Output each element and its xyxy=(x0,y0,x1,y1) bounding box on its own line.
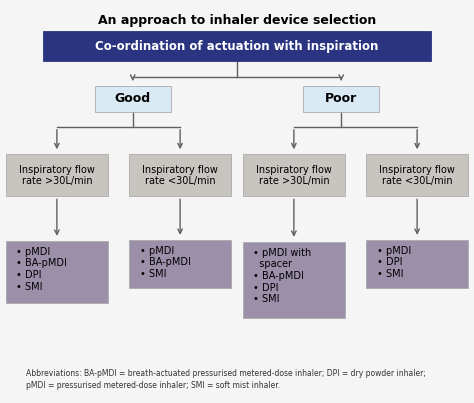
FancyBboxPatch shape xyxy=(6,154,108,197)
Text: Good: Good xyxy=(115,92,151,105)
FancyBboxPatch shape xyxy=(303,86,379,112)
Text: Abbreviations: BA-pMDI = breath-actuated pressurised metered-dose inhaler; DPI =: Abbreviations: BA-pMDI = breath-actuated… xyxy=(26,369,426,390)
Text: Inspiratory flow
rate >30L/min: Inspiratory flow rate >30L/min xyxy=(19,164,95,186)
FancyBboxPatch shape xyxy=(243,242,345,318)
Text: Co-ordination of actuation with inspiration: Co-ordination of actuation with inspirat… xyxy=(95,40,379,53)
FancyBboxPatch shape xyxy=(366,240,468,288)
Text: Poor: Poor xyxy=(325,92,357,105)
Text: • pMDI with
  spacer
• BA-pMDI
• DPI
• SMI: • pMDI with spacer • BA-pMDI • DPI • SMI xyxy=(253,248,311,304)
FancyBboxPatch shape xyxy=(95,86,171,112)
FancyBboxPatch shape xyxy=(43,31,431,61)
Text: Inspiratory flow
rate <30L/min: Inspiratory flow rate <30L/min xyxy=(142,164,218,186)
Text: An approach to inhaler device selection: An approach to inhaler device selection xyxy=(98,14,376,27)
FancyBboxPatch shape xyxy=(366,154,468,197)
FancyBboxPatch shape xyxy=(129,240,231,288)
Text: • pMDI
• BA-pMDI
• DPI
• SMI: • pMDI • BA-pMDI • DPI • SMI xyxy=(16,247,67,292)
FancyBboxPatch shape xyxy=(243,154,345,197)
FancyBboxPatch shape xyxy=(129,154,231,197)
Text: Inspiratory flow
rate >30L/min: Inspiratory flow rate >30L/min xyxy=(256,164,332,186)
FancyBboxPatch shape xyxy=(6,241,108,303)
Text: • pMDI
• BA-pMDI
• SMI: • pMDI • BA-pMDI • SMI xyxy=(140,246,191,279)
Text: Inspiratory flow
rate <30L/min: Inspiratory flow rate <30L/min xyxy=(379,164,455,186)
Text: • pMDI
• DPI
• SMI: • pMDI • DPI • SMI xyxy=(376,246,411,279)
